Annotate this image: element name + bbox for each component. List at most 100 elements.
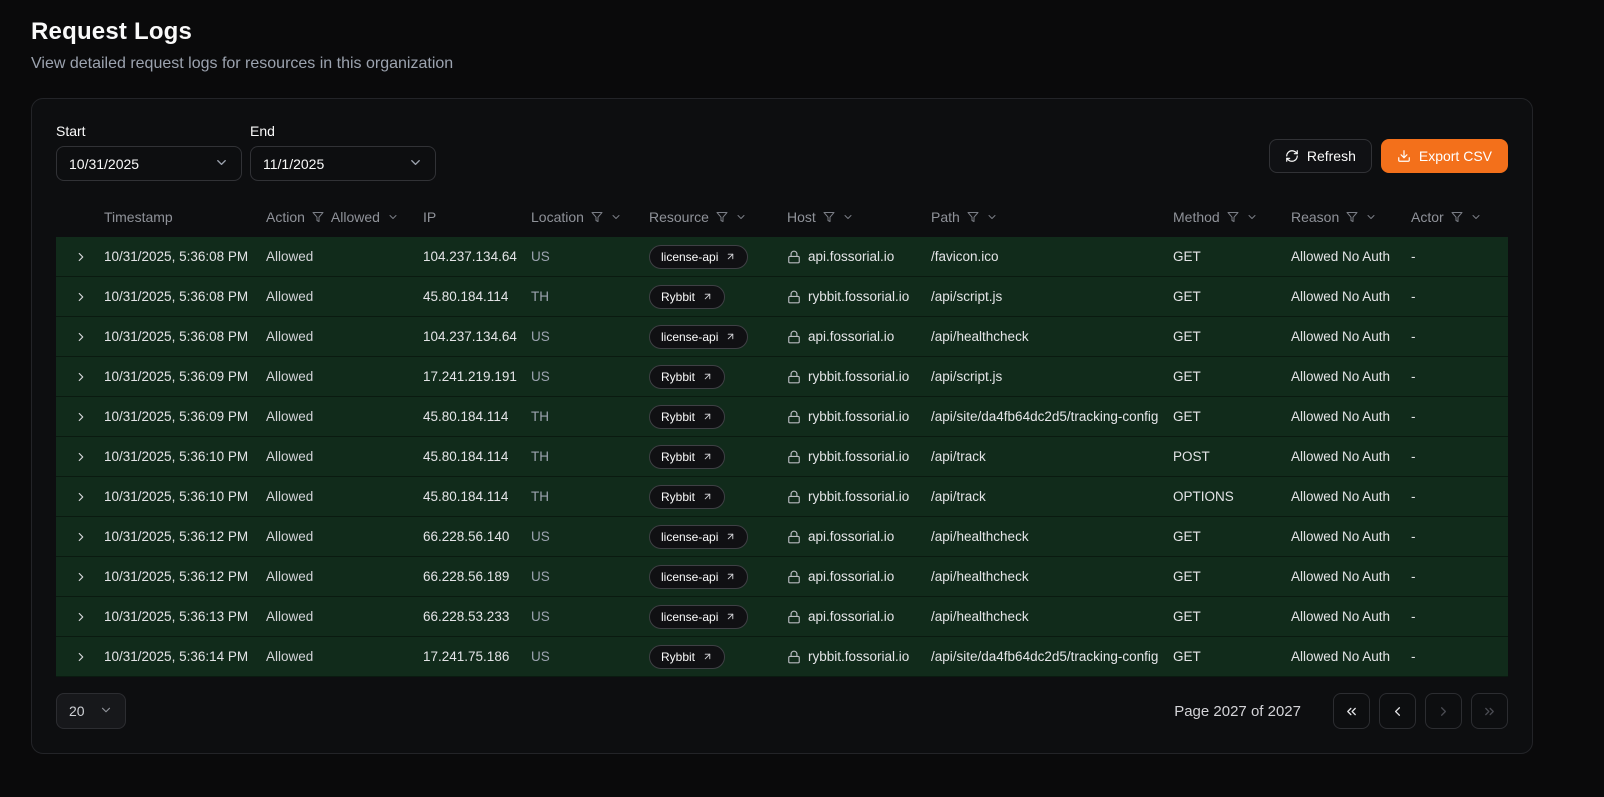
row-path: /api/track xyxy=(931,489,986,504)
row-reason: Allowed No Auth xyxy=(1291,329,1391,344)
row-expand-button[interactable] xyxy=(70,606,92,628)
row-actor: - xyxy=(1411,249,1416,264)
resource-badge[interactable]: Rybbit xyxy=(649,364,726,389)
resource-badge[interactable]: Rybbit xyxy=(649,404,726,429)
last-page-button xyxy=(1471,693,1508,729)
chevron-right-icon xyxy=(74,410,88,424)
action-chevron-down-icon[interactable] xyxy=(387,211,399,223)
lock-icon xyxy=(787,410,801,424)
row-expand-button[interactable] xyxy=(70,406,92,428)
row-ip: 45.80.184.114 xyxy=(423,489,509,504)
chevron-right-icon xyxy=(74,490,88,504)
refresh-icon xyxy=(1285,149,1299,163)
resource-badge[interactable]: Rybbit xyxy=(649,644,726,669)
table-row[interactable]: 10/31/2025, 5:36:08 PM Allowed 104.237.1… xyxy=(56,237,1508,277)
table-header-row: Timestamp Action Allowed IP Location xyxy=(56,197,1508,237)
row-host: api.fossorial.io xyxy=(808,329,895,344)
end-date-select[interactable]: 11/1/2025 xyxy=(250,146,436,181)
actor-filter-icon[interactable] xyxy=(1451,211,1463,223)
row-action: Allowed xyxy=(266,489,314,504)
row-actor: - xyxy=(1411,289,1416,304)
actor-chevron-down-icon[interactable] xyxy=(1470,211,1482,223)
column-header-method: Method xyxy=(1173,209,1220,225)
row-action: Allowed xyxy=(266,649,314,664)
row-host: api.fossorial.io xyxy=(808,609,895,624)
row-reason: Allowed No Auth xyxy=(1291,489,1391,504)
first-page-button[interactable] xyxy=(1333,693,1370,729)
method-filter-icon[interactable] xyxy=(1227,211,1239,223)
path-filter-icon[interactable] xyxy=(967,211,979,223)
row-resource: Rybbit xyxy=(661,489,696,504)
method-chevron-down-icon[interactable] xyxy=(1246,211,1258,223)
export-csv-button[interactable]: Export CSV xyxy=(1380,139,1508,173)
table-row[interactable]: 10/31/2025, 5:36:13 PM Allowed 66.228.53… xyxy=(56,597,1508,637)
table-row[interactable]: 10/31/2025, 5:36:12 PM Allowed 66.228.56… xyxy=(56,517,1508,557)
table-row[interactable]: 10/31/2025, 5:36:14 PM Allowed 17.241.75… xyxy=(56,637,1508,677)
row-actor: - xyxy=(1411,489,1416,504)
table-row[interactable]: 10/31/2025, 5:36:10 PM Allowed 45.80.184… xyxy=(56,437,1508,477)
lock-icon xyxy=(787,650,801,664)
row-actor: - xyxy=(1411,369,1416,384)
row-expand-button[interactable] xyxy=(70,446,92,468)
table-row[interactable]: 10/31/2025, 5:36:09 PM Allowed 45.80.184… xyxy=(56,397,1508,437)
row-timestamp: 10/31/2025, 5:36:12 PM xyxy=(104,569,249,584)
table-footer: 20 Page 2027 of 2027 xyxy=(56,693,1508,729)
row-expand-button[interactable] xyxy=(70,566,92,588)
location-chevron-down-icon[interactable] xyxy=(610,211,622,223)
reason-chevron-down-icon[interactable] xyxy=(1365,211,1377,223)
row-timestamp: 10/31/2025, 5:36:13 PM xyxy=(104,609,249,624)
resource-badge[interactable]: license-api xyxy=(649,524,749,549)
chevron-right-icon xyxy=(74,370,88,384)
resource-badge[interactable]: Rybbit xyxy=(649,284,726,309)
lock-icon xyxy=(787,610,801,624)
table-row[interactable]: 10/31/2025, 5:36:12 PM Allowed 66.228.56… xyxy=(56,557,1508,597)
path-chevron-down-icon[interactable] xyxy=(986,211,998,223)
table-row[interactable]: 10/31/2025, 5:36:09 PM Allowed 17.241.21… xyxy=(56,357,1508,397)
row-location: TH xyxy=(531,289,549,304)
row-path: /api/track xyxy=(931,449,986,464)
pagination-controls xyxy=(1333,693,1508,729)
resource-chevron-down-icon[interactable] xyxy=(735,211,747,223)
row-expand-button[interactable] xyxy=(70,526,92,548)
row-action: Allowed xyxy=(266,449,314,464)
column-header-location: Location xyxy=(531,209,584,225)
action-filter-icon[interactable] xyxy=(312,211,324,223)
start-date-value: 10/31/2025 xyxy=(69,155,140,172)
row-reason: Allowed No Auth xyxy=(1291,369,1391,384)
host-chevron-down-icon[interactable] xyxy=(842,211,854,223)
table-row[interactable]: 10/31/2025, 5:36:08 PM Allowed 104.237.1… xyxy=(56,317,1508,357)
previous-page-button[interactable] xyxy=(1379,693,1416,729)
row-expand-button[interactable] xyxy=(70,366,92,388)
location-filter-icon[interactable] xyxy=(591,211,603,223)
row-expand-button[interactable] xyxy=(70,646,92,668)
reason-filter-icon[interactable] xyxy=(1346,211,1358,223)
row-path: /api/healthcheck xyxy=(931,329,1029,344)
row-host: rybbit.fossorial.io xyxy=(808,489,910,504)
resource-badge[interactable]: Rybbit xyxy=(649,444,726,469)
refresh-button[interactable]: Refresh xyxy=(1268,139,1372,173)
row-actor: - xyxy=(1411,649,1416,664)
arrow-up-right-icon xyxy=(725,531,736,542)
row-reason: Allowed No Auth xyxy=(1291,449,1391,464)
chevron-right-icon xyxy=(74,570,88,584)
row-expand-button[interactable] xyxy=(70,246,92,268)
resource-badge[interactable]: Rybbit xyxy=(649,484,726,509)
row-resource: license-api xyxy=(661,569,719,584)
host-filter-icon[interactable] xyxy=(823,211,835,223)
arrow-up-right-icon xyxy=(702,371,713,382)
table-row[interactable]: 10/31/2025, 5:36:10 PM Allowed 45.80.184… xyxy=(56,477,1508,517)
row-resource: license-api xyxy=(661,329,719,344)
resource-badge[interactable]: license-api xyxy=(649,244,749,269)
resource-badge[interactable]: license-api xyxy=(649,604,749,629)
row-expand-button[interactable] xyxy=(70,326,92,348)
row-action: Allowed xyxy=(266,409,314,424)
action-filter-value[interactable]: Allowed xyxy=(330,209,380,225)
resource-filter-icon[interactable] xyxy=(716,211,728,223)
row-expand-button[interactable] xyxy=(70,286,92,308)
resource-badge[interactable]: license-api xyxy=(649,324,749,349)
page-size-select[interactable]: 20 xyxy=(56,693,126,729)
table-row[interactable]: 10/31/2025, 5:36:08 PM Allowed 45.80.184… xyxy=(56,277,1508,317)
row-expand-button[interactable] xyxy=(70,486,92,508)
resource-badge[interactable]: license-api xyxy=(649,564,749,589)
start-date-select[interactable]: 10/31/2025 xyxy=(56,146,242,181)
